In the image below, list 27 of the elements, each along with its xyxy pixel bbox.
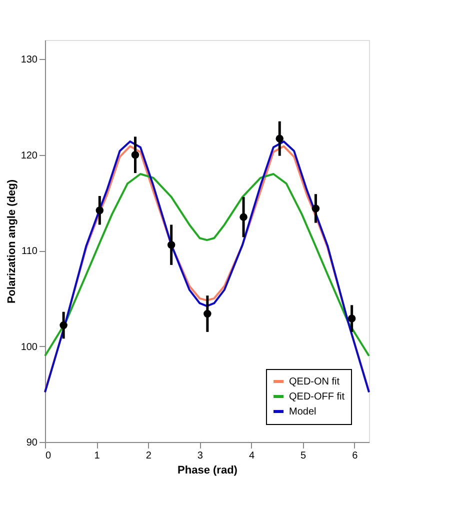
point bbox=[276, 134, 284, 142]
point bbox=[60, 321, 68, 330]
x-tick-label: 3 bbox=[197, 450, 204, 462]
legend-label: QED-ON fit bbox=[289, 376, 340, 388]
x-tick-label: 5 bbox=[300, 450, 307, 462]
point bbox=[348, 314, 356, 322]
point bbox=[240, 213, 248, 221]
y-tick-label: 110 bbox=[22, 246, 38, 258]
y-tick-label: 100 bbox=[20, 342, 38, 353]
point bbox=[204, 310, 212, 318]
x-tick-label: 0 bbox=[46, 450, 52, 462]
y-tick-label: 90 bbox=[26, 438, 38, 448]
point bbox=[312, 204, 320, 212]
point bbox=[96, 206, 104, 214]
x-tick-label: 4 bbox=[248, 450, 255, 462]
y-axis-title: Polarization angle (deg) bbox=[6, 179, 18, 304]
line-series bbox=[44, 173, 370, 357]
point bbox=[167, 240, 176, 249]
x-axis-title: Phase (rad) bbox=[178, 464, 238, 476]
x-tick-label: 1 bbox=[94, 450, 100, 462]
legend-label: Model bbox=[289, 406, 316, 418]
legend-label: QED-OFF fit bbox=[289, 392, 345, 402]
y-tick-label: 120 bbox=[20, 150, 38, 162]
x-tick-label: 2 bbox=[146, 450, 152, 462]
y-tick-label: 130 bbox=[20, 54, 38, 66]
point bbox=[131, 150, 140, 159]
x-tick-label: 6 bbox=[352, 450, 358, 462]
